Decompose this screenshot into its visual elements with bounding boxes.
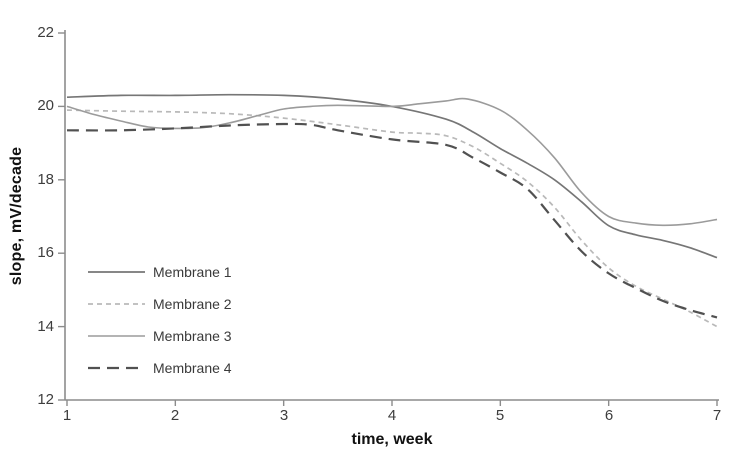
legend-swatch-membrane-1 [88, 271, 145, 273]
x-tick-label: 4 [387, 407, 397, 424]
legend-swatch-membrane-2 [88, 303, 145, 305]
legend-label: Membrane 2 [153, 296, 232, 312]
y-tick-label: 20 [37, 97, 54, 114]
legend-item-membrane-1: Membrane 1 [88, 256, 232, 288]
x-tick-label: 3 [279, 407, 289, 424]
x-tick-label: 1 [62, 407, 72, 424]
series-line-membrane-4 [66, 122, 718, 319]
series-line-membrane-2 [66, 109, 718, 328]
legend: Membrane 1 Membrane 2 Membrane 3 Membran… [88, 256, 232, 384]
y-axis-title: slope, mV/decade [8, 146, 25, 286]
series-line-membrane-3 [66, 97, 718, 227]
legend-swatch-membrane-3 [88, 335, 145, 337]
legend-item-membrane-4: Membrane 4 [88, 352, 232, 384]
x-tick-label: 6 [604, 407, 614, 424]
x-axis-title: time, week [351, 431, 433, 448]
x-tick-label: 5 [495, 407, 505, 424]
y-tick-label: 14 [37, 318, 54, 335]
series-line-membrane-1 [66, 93, 718, 259]
legend-item-membrane-2: Membrane 2 [88, 288, 232, 320]
legend-item-membrane-3: Membrane 3 [88, 320, 232, 352]
legend-label: Membrane 1 [153, 264, 232, 280]
y-tick-label: 16 [37, 244, 54, 261]
x-tick-label: 2 [170, 407, 180, 424]
y-tick-label: 12 [37, 391, 54, 408]
y-tick-label: 22 [37, 24, 54, 41]
legend-swatch-membrane-4 [88, 366, 145, 370]
legend-label: Membrane 3 [153, 328, 232, 344]
x-tick-label: 7 [712, 407, 722, 424]
legend-label: Membrane 4 [153, 360, 232, 376]
y-tick-label: 18 [37, 171, 54, 188]
